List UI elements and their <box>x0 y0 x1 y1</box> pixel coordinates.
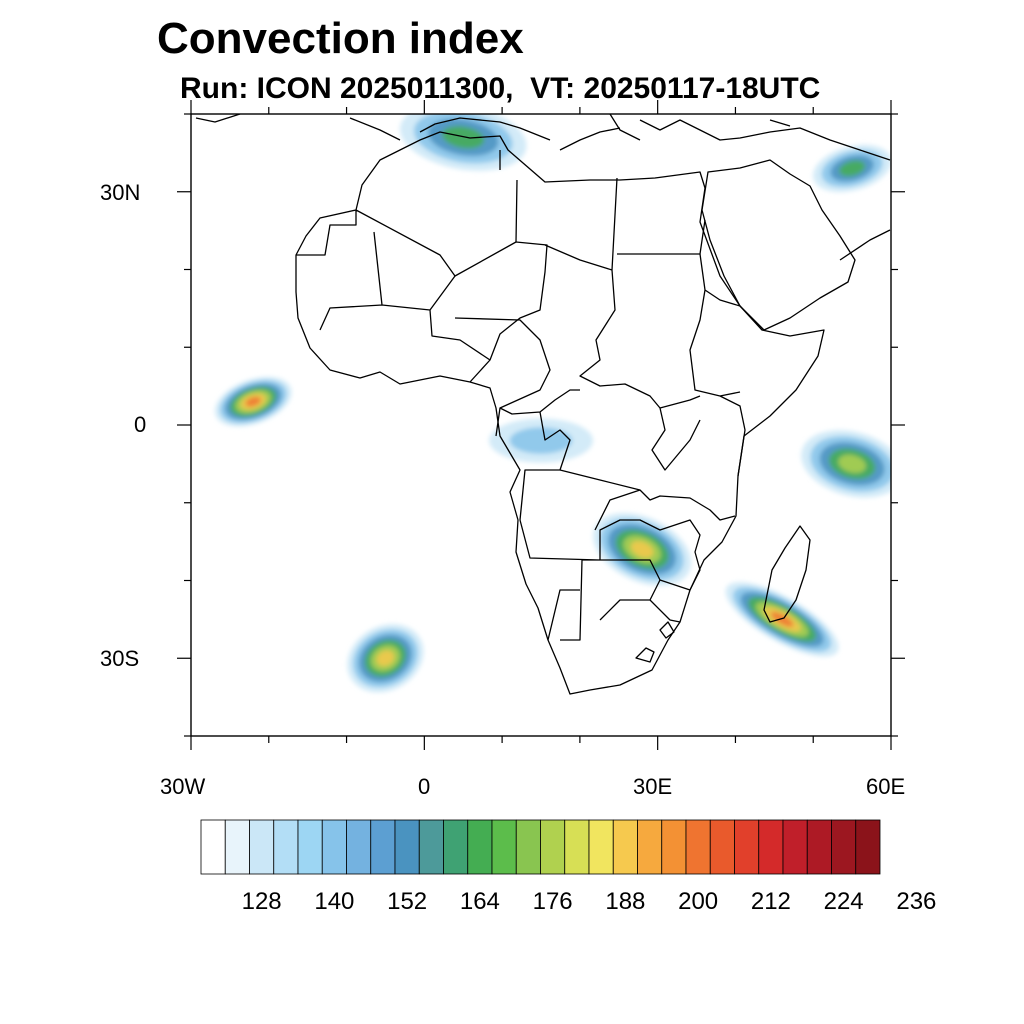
convection-contour <box>245 396 261 407</box>
colorbar-swatch <box>394 819 420 875</box>
convection-contour <box>839 160 866 177</box>
colorbar-swatch <box>297 819 323 875</box>
colorbar-label: 200 <box>678 888 719 915</box>
convection-region <box>489 418 593 463</box>
colorbar-swatch <box>540 819 566 875</box>
colorbar-swatch <box>515 819 541 875</box>
colorbar-swatch <box>855 819 881 875</box>
convection-region <box>725 582 839 657</box>
colorbar <box>200 819 881 875</box>
colorbar-label: 212 <box>750 888 791 915</box>
convection-field <box>214 114 891 693</box>
colorbar-label: 224 <box>823 888 864 915</box>
colorbar-swatch <box>709 819 735 875</box>
colorbar-swatch <box>443 819 469 875</box>
colorbar-swatch <box>200 819 226 875</box>
colorbar-label: 128 <box>241 888 282 915</box>
colorbar-label: 164 <box>459 888 500 915</box>
colorbar-swatch <box>637 819 663 875</box>
colorbar-swatch <box>224 819 250 875</box>
chart-title: Convection index <box>157 14 524 63</box>
colorbar-swatch <box>564 819 590 875</box>
lat-label-0: 0 <box>134 412 147 437</box>
convection-contour <box>376 650 395 667</box>
convection-region <box>801 430 891 498</box>
convection-contour <box>770 611 794 627</box>
colorbar-label: 236 <box>896 888 937 915</box>
convection-region <box>399 114 527 171</box>
lat-label-30s: 30S <box>100 646 140 671</box>
lat-label-30n: 30N <box>100 180 141 205</box>
convection-contour <box>838 454 866 474</box>
convection-contour <box>509 427 573 454</box>
colorbar-swatch <box>321 819 347 875</box>
chart-subtitle: Run: ICON 2025011300, VT: 20250117-18UTC <box>180 72 821 105</box>
colorbar-swatch <box>806 819 832 875</box>
colorbar-swatch <box>249 819 275 875</box>
colorbar-swatch <box>588 819 614 875</box>
country-borders <box>296 150 746 641</box>
colorbar-swatch <box>346 819 372 875</box>
colorbar-swatch <box>612 819 638 875</box>
convection-contour <box>442 126 485 149</box>
colorbar-label: 176 <box>532 888 573 915</box>
colorbar-swatch <box>661 819 687 875</box>
colorbar-swatch <box>685 819 711 875</box>
convection-region <box>347 624 424 693</box>
colorbar-swatch <box>758 819 784 875</box>
colorbar-swatch <box>782 819 808 875</box>
colorbar-swatch <box>491 819 517 875</box>
colorbar-swatch <box>273 819 299 875</box>
colorbar-swatch <box>418 819 444 875</box>
axis-ticks <box>177 100 905 750</box>
colorbar-label: 140 <box>314 888 355 915</box>
convection-region <box>593 513 692 586</box>
colorbar-label: 188 <box>605 888 646 915</box>
colorbar-swatch <box>467 819 493 875</box>
colorbar-swatch <box>370 819 396 875</box>
colorbar-swatch <box>734 819 760 875</box>
convection-contour <box>630 541 654 558</box>
lon-label-60e: 60E <box>866 774 906 799</box>
colorbar-label: 152 <box>387 888 428 915</box>
convection-region <box>214 376 292 427</box>
lon-label-30w: 30W <box>160 774 206 799</box>
lon-label-30e: 30E <box>633 774 673 799</box>
convection-region <box>813 144 891 193</box>
lon-label-0: 0 <box>418 774 431 799</box>
colorbar-swatch <box>831 819 857 875</box>
africa-coastline <box>195 114 891 695</box>
